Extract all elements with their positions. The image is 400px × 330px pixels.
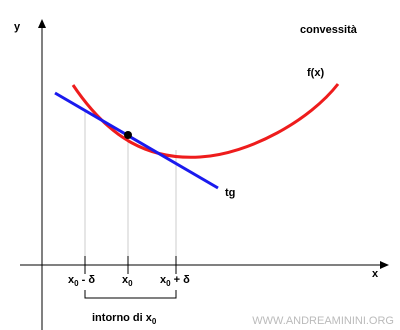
neighborhood-bracket bbox=[84, 290, 177, 299]
tangent-line bbox=[54, 91, 219, 190]
tangent-label: tg bbox=[225, 187, 235, 199]
y-axis-label: y bbox=[14, 21, 21, 33]
x-axis-label: x bbox=[372, 268, 379, 280]
tick-label: x0 - δ bbox=[68, 274, 95, 288]
curve-label: f(x) bbox=[307, 67, 324, 79]
neighborhood-label: intorno di x0 bbox=[92, 312, 157, 326]
curve bbox=[71, 83, 340, 159]
tangent-point bbox=[124, 131, 132, 139]
title: convessità bbox=[300, 24, 358, 36]
tick-label: x0 + δ bbox=[160, 274, 190, 288]
tick-label: x0 bbox=[122, 274, 133, 288]
watermark: WWW.ANDREAMININI.ORG bbox=[252, 315, 394, 327]
